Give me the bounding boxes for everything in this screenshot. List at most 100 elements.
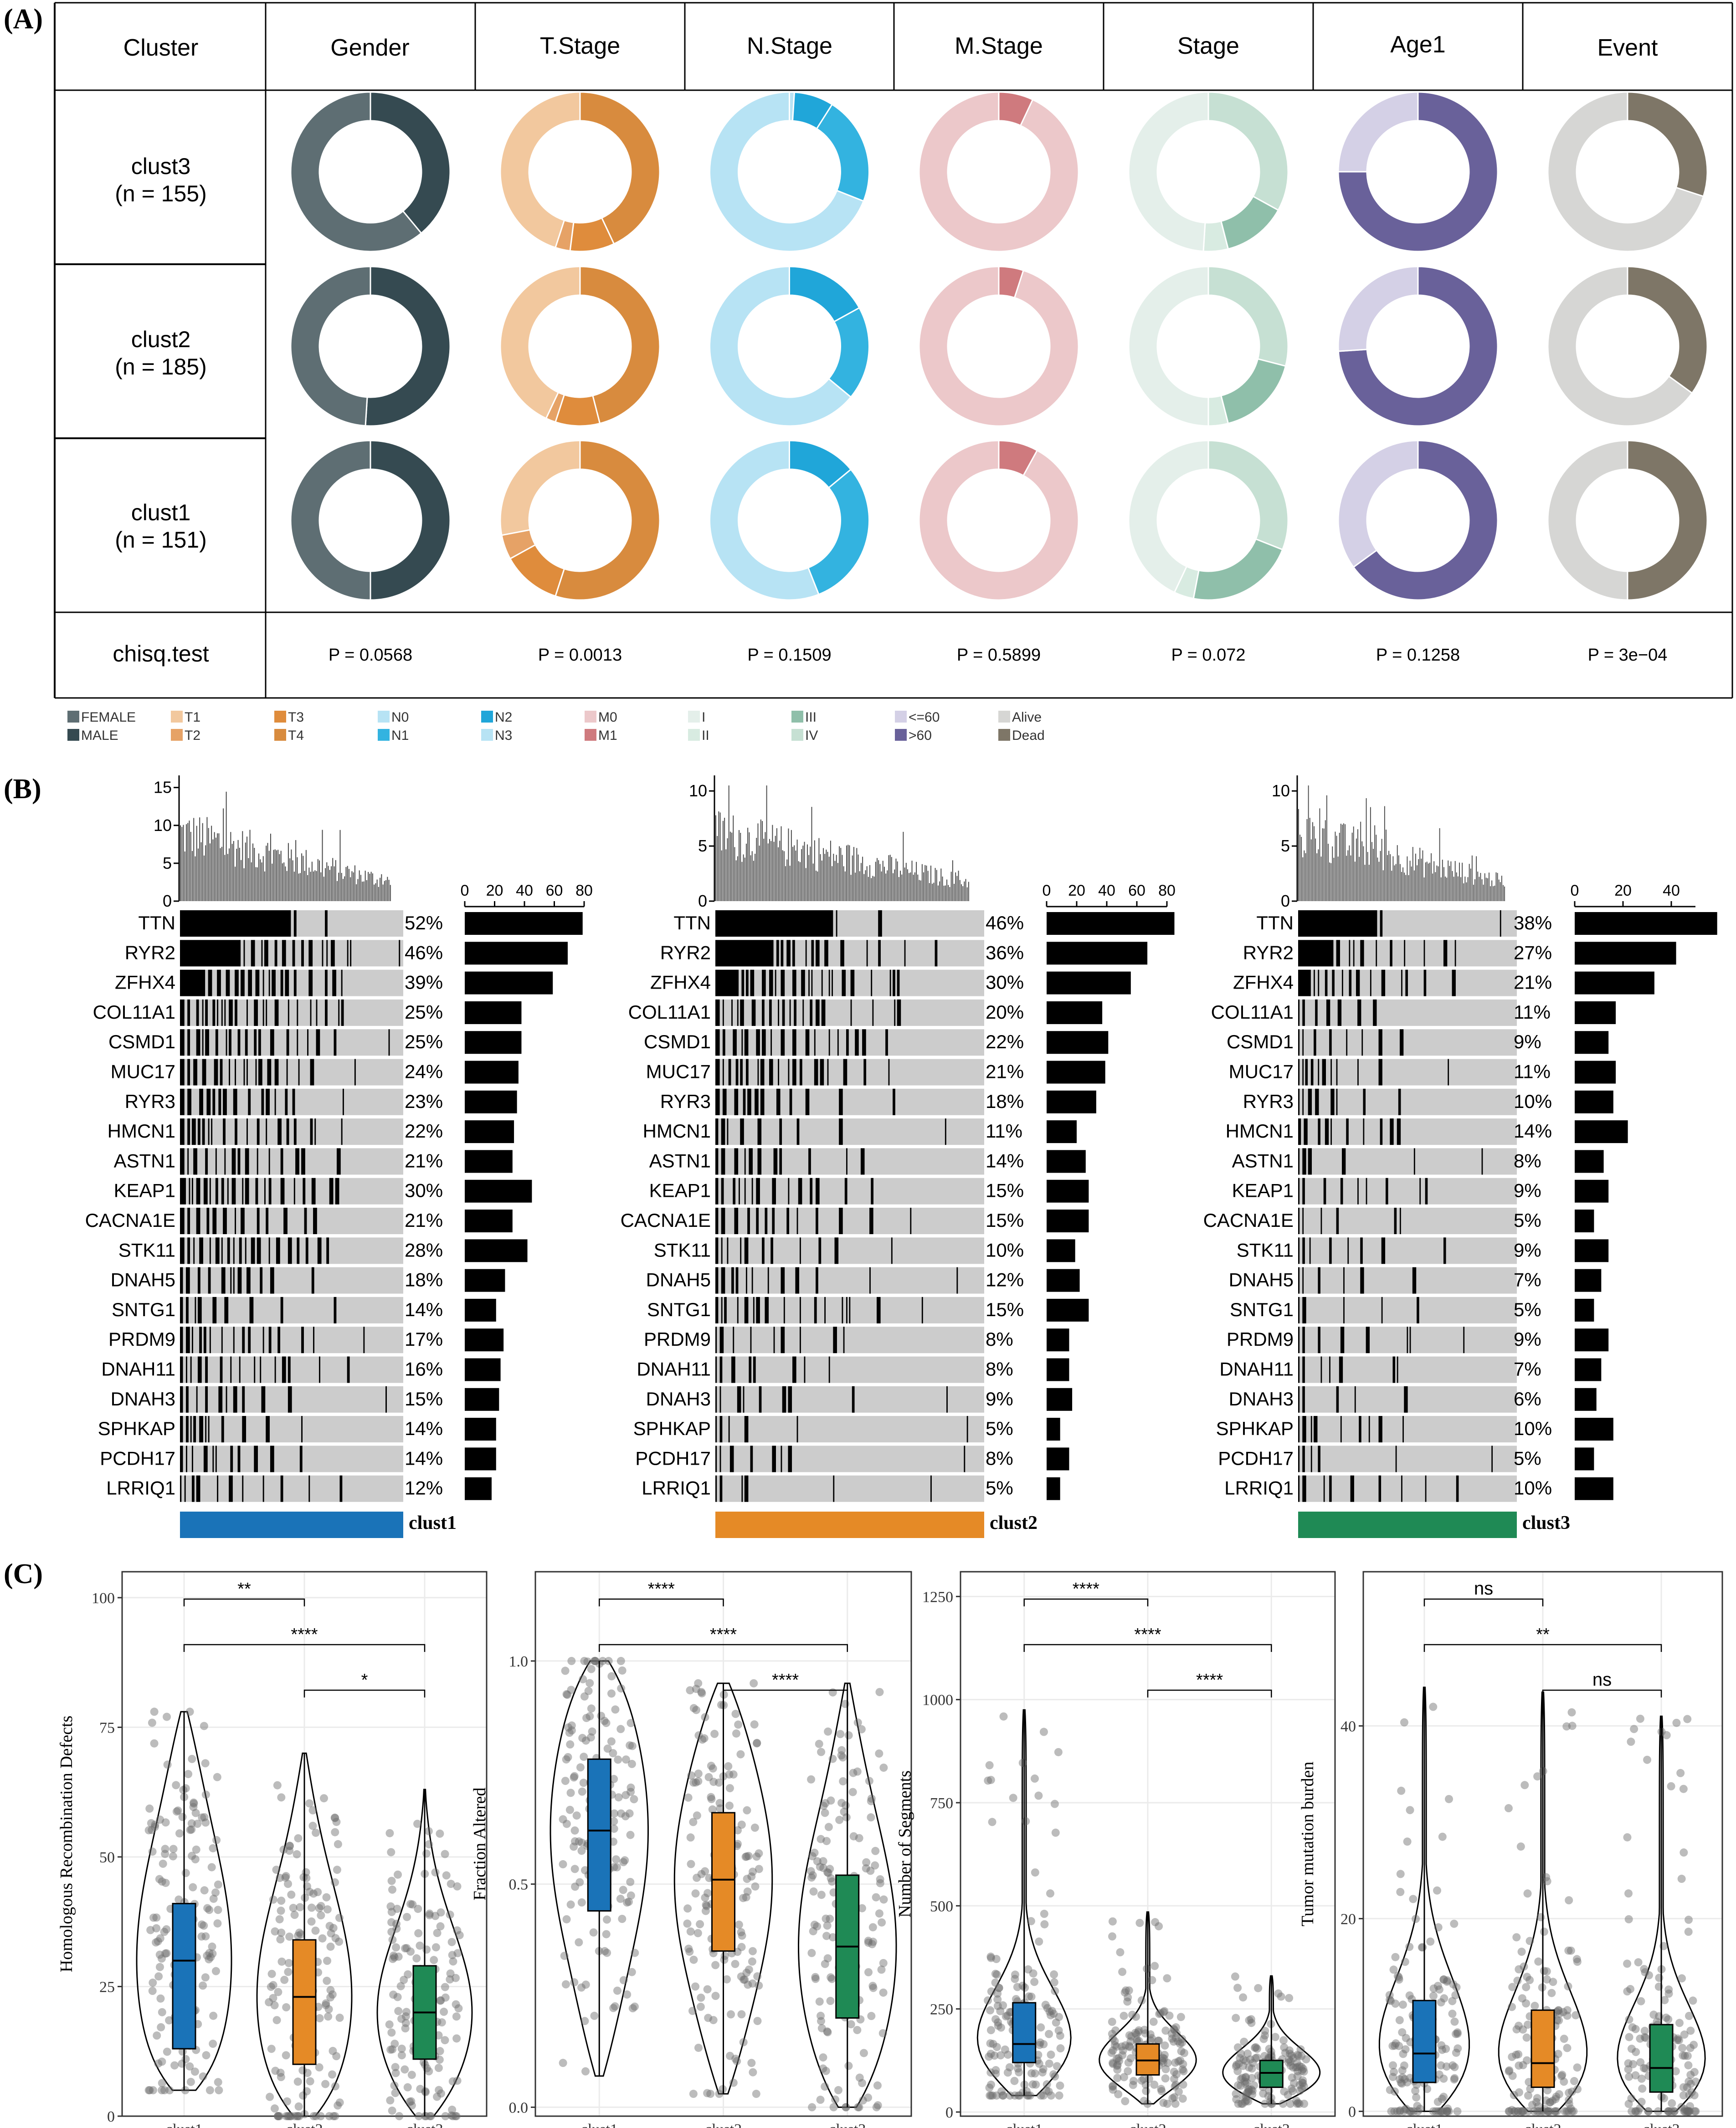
- tmb-bar: [1415, 853, 1416, 901]
- significance-label: ****: [1196, 1671, 1223, 1690]
- mutation-percent: 21%: [405, 1210, 443, 1231]
- mutation-count-bar: [1575, 1179, 1609, 1203]
- data-point: [1677, 1875, 1686, 1883]
- mutation-cell: [322, 940, 324, 967]
- data-point: [731, 1710, 740, 1718]
- p-value: P = 0.072: [1171, 646, 1245, 665]
- data-point: [1405, 2107, 1414, 2116]
- data-point: [711, 1961, 720, 1969]
- data-point: [1127, 2032, 1136, 2041]
- tmb-bar: [757, 823, 759, 901]
- tmb-bar: [770, 841, 772, 901]
- tmb-bar: [206, 817, 208, 901]
- data-point: [872, 2103, 881, 2112]
- mutation-cell: [1378, 1059, 1382, 1086]
- mutation-count-bar: [465, 1210, 513, 1232]
- tmb-bar: [1409, 861, 1411, 901]
- data-point: [1289, 2063, 1298, 2072]
- data-point: [991, 2066, 1000, 2075]
- data-point: [1629, 2060, 1638, 2068]
- data-point: [208, 1949, 217, 1958]
- data-point: [277, 1793, 286, 1802]
- data-point: [307, 1903, 316, 1912]
- mutation-cell: [792, 940, 795, 967]
- data-point: [1670, 2107, 1679, 2116]
- gene-row-background: [180, 1267, 403, 1294]
- mutation-cell: [1302, 1148, 1306, 1175]
- data-point: [436, 2047, 444, 2056]
- mutation-cell: [254, 1356, 256, 1383]
- tmb-bar: [840, 848, 842, 901]
- data-point: [1407, 2107, 1416, 2116]
- tmb-bar: [1382, 870, 1384, 901]
- mutation-cell: [209, 1178, 211, 1205]
- tmb-bar: [1412, 847, 1413, 901]
- data-point: [811, 1973, 820, 1981]
- mutation-cell: [196, 999, 199, 1026]
- mutation-cell: [1314, 969, 1315, 996]
- mutation-cell: [1315, 999, 1318, 1026]
- data-point: [1570, 2077, 1578, 2086]
- mutation-cell: [1423, 940, 1425, 967]
- mutation-cell: [751, 1267, 753, 1294]
- data-point: [750, 1720, 759, 1729]
- tmb-bar: [1326, 795, 1327, 901]
- y-axis-tick-label: 20: [1341, 1911, 1356, 1928]
- mutation-cell: [202, 999, 204, 1026]
- mutation-cell: [778, 999, 780, 1026]
- tmb-bar: [1445, 877, 1446, 901]
- mutation-cell: [1302, 1297, 1306, 1323]
- x-axis-tick-label: clust1: [1006, 2121, 1043, 2128]
- tmb-bar: [297, 857, 298, 901]
- data-point: [740, 1975, 748, 1984]
- data-point: [725, 1801, 734, 1810]
- mutation-cell: [185, 1416, 189, 1443]
- mutation-cell: [212, 1446, 214, 1472]
- data-point: [394, 2007, 403, 2015]
- data-point: [570, 1826, 579, 1835]
- data-point: [986, 2006, 995, 2015]
- data-point: [455, 1931, 464, 1939]
- data-point: [1450, 2017, 1459, 2026]
- data-point: [726, 2051, 734, 2060]
- data-point: [425, 1911, 434, 1919]
- tmb-bar: [370, 872, 372, 901]
- tmb-bar: [937, 885, 939, 901]
- mutation-cell: [262, 999, 264, 1026]
- data-point: [991, 2015, 1000, 2024]
- mutation-cell: [744, 1297, 749, 1323]
- data-point: [1035, 2059, 1043, 2068]
- mutation-cell: [860, 1148, 865, 1175]
- gene-row-background: [1298, 1475, 1517, 1502]
- data-point: [1244, 2088, 1253, 2097]
- tmb-bar: [869, 865, 871, 901]
- data-point: [1450, 2063, 1459, 2072]
- data-point: [841, 1801, 850, 1810]
- count-axis-label: 40: [516, 882, 533, 899]
- mutation-cell: [195, 1297, 196, 1323]
- data-point: [285, 1846, 294, 1855]
- data-point: [1660, 1996, 1669, 2005]
- mutation-cell: [261, 1386, 266, 1413]
- data-point: [745, 1965, 753, 1974]
- data-point: [452, 2034, 461, 2043]
- mutation-percent: 11%: [1514, 1061, 1551, 1082]
- mutation-cell: [235, 1059, 236, 1086]
- mutation-cell: [1298, 1416, 1300, 1443]
- data-point: [315, 1904, 324, 1913]
- data-point: [1439, 2092, 1448, 2101]
- data-point: [714, 1778, 723, 1787]
- mutation-cell: [1322, 1059, 1326, 1086]
- data-point: [999, 2091, 1007, 2100]
- mutation-cell: [215, 1237, 220, 1264]
- data-point: [1443, 1976, 1452, 1985]
- data-point: [1398, 2073, 1407, 2082]
- mutation-cell: [258, 1059, 262, 1086]
- data-point: [853, 2025, 862, 2034]
- tmb-bar: [1408, 875, 1409, 901]
- gene-label: ZFHX4: [115, 972, 175, 993]
- mutation-cell: [737, 1297, 739, 1323]
- mutation-cell: [237, 1446, 241, 1472]
- data-point: [720, 1952, 729, 1960]
- data-point: [864, 1938, 873, 1947]
